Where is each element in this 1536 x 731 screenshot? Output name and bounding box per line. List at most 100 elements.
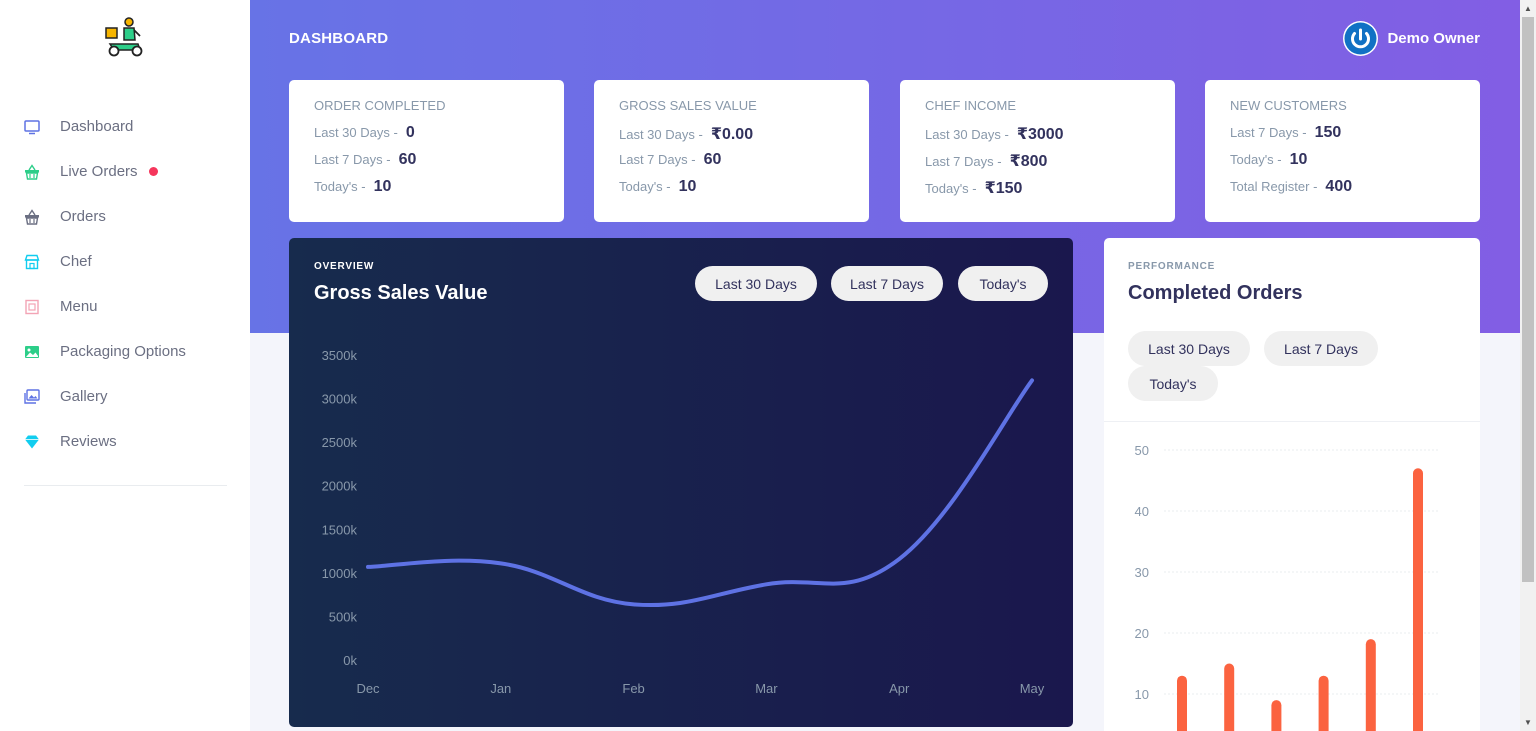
sidebar-item-label: Menu [60,298,98,315]
scroll-down-icon[interactable]: ▼ [1524,718,1532,727]
y-tick-label: 20 [1135,626,1149,641]
sales-series-line [366,378,1034,608]
stat-title: NEW CUSTOMERS [1230,98,1347,113]
bar [1224,663,1235,731]
stat-row: Last 7 Days - ₹800 [925,151,1150,178]
sidebar-item-packaging-options[interactable]: Packaging Options [0,329,250,374]
y-tick-label: 500k [329,609,358,624]
page-title: DASHBOARD [289,30,389,47]
stat-row: Total Register - 400 [1230,178,1455,205]
x-tick-label: Jan [490,681,511,696]
shop-icon [24,254,40,270]
stat-label: Last 30 Days - [314,125,398,140]
user-name: Demo Owner [1387,30,1480,47]
y-tick-label: 0k [343,653,357,668]
stat-label: Last 30 Days - [925,127,1009,142]
y-tick-label: 50 [1135,443,1149,458]
basket-icon [24,208,40,225]
bar [1318,675,1329,731]
sales-filter-todays[interactable]: Today's [958,266,1048,301]
completed-orders-card: PERFORMANCE Completed Orders Last 30 Day… [1104,238,1480,731]
avatar [1343,21,1379,56]
stat-label: Today's - [925,181,977,196]
monitor-icon [24,119,40,135]
sales-filter-last-7-days[interactable]: Last 7 Days [831,266,943,301]
sidebar-item-dashboard[interactable]: Dashboard [0,104,250,149]
stat-label: Last 30 Days - [619,127,703,142]
stat-label: Today's - [314,179,366,194]
stat-label: Total Register - [1230,179,1318,194]
power-icon [1344,22,1377,55]
perf-filter-last-7-days[interactable]: Last 7 Days [1264,331,1378,366]
bar [1413,468,1423,731]
sidebar-item-label: Orders [60,208,106,225]
sales-filter-last-30-days[interactable]: Last 30 Days [695,266,817,301]
stat-card-gross-sales-value: GROSS SALES VALUE Last 30 Days - ₹0.00 L… [594,80,869,222]
stat-row: Last 7 Days - 150 [1230,124,1455,151]
stat-value: 0 [405,124,415,141]
sidebar-divider [24,485,227,486]
perf-filter-todays[interactable]: Today's [1128,366,1218,401]
sidebar-item-chef[interactable]: Chef [0,239,250,284]
sidebar-item-menu[interactable]: Menu [0,284,250,329]
stat-value: 60 [398,151,417,168]
basket-icon [24,163,40,180]
stat-value: 10 [1289,151,1308,168]
y-tick-label: 40 [1135,504,1149,519]
gallery-icon [24,388,40,405]
stat-label: Last 7 Days - [1230,125,1307,140]
scroll-up-icon[interactable]: ▲ [1524,4,1532,13]
stat-label: Last 7 Days - [619,152,696,167]
stat-value: ₹800 [1009,153,1048,170]
y-tick-label: 10 [1135,687,1149,702]
x-tick-label: Dec [356,681,380,696]
sidebar-item-label: Dashboard [60,118,134,135]
stat-row: Last 7 Days - 60 [619,151,844,178]
sidebar-item-orders[interactable]: Orders [0,194,250,239]
sales-eyebrow: OVERVIEW [314,261,375,272]
bar [1271,700,1282,731]
performance-divider [1104,421,1480,422]
scroll-thumb[interactable] [1522,17,1534,582]
y-tick-label: 2000k [322,479,358,494]
menu-icon [24,299,40,315]
gross-sales-card: OVERVIEW Gross Sales Value Last 30 Days … [289,238,1073,727]
sidebar-item-reviews[interactable]: Reviews [0,419,250,464]
y-tick-label: 3000k [322,392,358,407]
delivery-scooter-logo[interactable] [104,16,146,58]
performance-title: Completed Orders [1128,282,1303,304]
sidebar-item-live-orders[interactable]: Live Orders [0,149,250,194]
stat-card-new-customers: NEW CUSTOMERS Last 7 Days - 150 Today's … [1205,80,1480,222]
stat-value: 10 [373,178,392,195]
logo-icon [105,17,143,57]
stat-row: Last 30 Days - 0 [314,124,539,151]
stat-value: 400 [1325,178,1353,195]
stat-label: Today's - [619,179,671,194]
stat-label: Last 7 Days - [314,152,391,167]
stat-title: CHEF INCOME [925,98,1016,113]
x-tick-label: May [1020,681,1045,696]
sidebar-item-gallery[interactable]: Gallery [0,374,250,419]
stat-row: Last 30 Days - ₹3000 [925,124,1150,151]
performance-eyebrow: PERFORMANCE [1128,261,1216,272]
bar [1365,639,1376,731]
stat-value: ₹150 [984,180,1023,197]
stat-title: ORDER COMPLETED [314,98,446,113]
sidebar-item-label: Packaging Options [60,343,186,360]
diamond-icon [24,434,40,450]
page-scrollbar[interactable]: ▲ ▼ [1520,0,1536,731]
stat-row: Today's - 10 [314,178,539,205]
stat-value: 60 [703,151,722,168]
stat-value: ₹0.00 [710,126,754,143]
sidebar-item-label: Live Orders [60,163,138,180]
y-tick-label: 1000k [322,566,358,581]
sidebar-nav: Dashboard Live Orders Orders Chef Menu P… [0,104,250,464]
sales-title: Gross Sales Value [314,282,488,304]
stat-row: Today's - ₹150 [925,178,1150,205]
stat-row: Today's - 10 [1230,151,1455,178]
y-tick-label: 30 [1135,565,1149,580]
user-menu[interactable]: Demo Owner [1343,21,1480,56]
perf-filter-last-30-days[interactable]: Last 30 Days [1128,331,1250,366]
stat-label: Last 7 Days - [925,154,1002,169]
sidebar-item-label: Reviews [60,433,117,450]
